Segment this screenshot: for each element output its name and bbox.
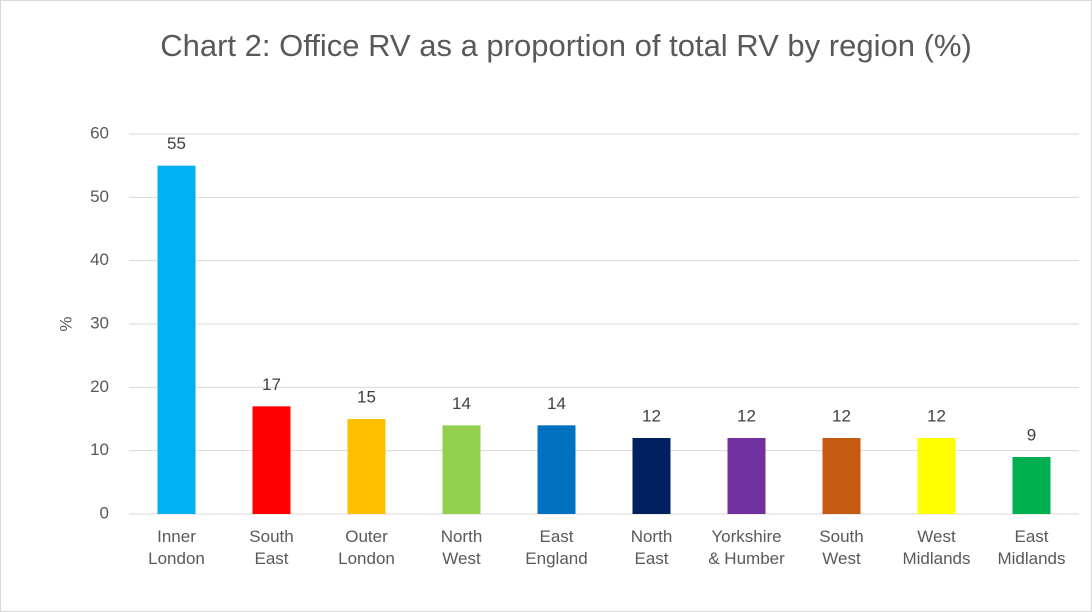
x-tick-label: Inner London: [148, 527, 205, 568]
bar: [442, 425, 481, 514]
data-label: 12: [642, 406, 661, 425]
y-tick-label: 50: [90, 187, 109, 206]
y-tick-label: 40: [90, 250, 109, 269]
bar: [1012, 457, 1051, 514]
y-tick-label: 10: [90, 440, 109, 459]
y-tick-label: 20: [90, 377, 109, 396]
chart-title: Chart 2: Office RV as a proportion of to…: [160, 28, 972, 63]
bar: [632, 438, 671, 514]
bar: [537, 425, 576, 514]
x-tick-label: Outer London: [338, 527, 395, 568]
data-label: 9: [1027, 425, 1036, 444]
data-label: 12: [737, 406, 756, 425]
data-label: 15: [357, 387, 376, 406]
y-tick-label: 60: [90, 123, 109, 142]
x-tick-label: North West: [440, 527, 483, 568]
data-label: 14: [547, 394, 566, 413]
x-tick-label: West Midlands: [902, 527, 971, 568]
bar: [917, 438, 956, 514]
bar: [252, 406, 291, 514]
data-label: 55: [167, 134, 186, 153]
data-label: 14: [452, 394, 471, 413]
bar: [727, 438, 766, 514]
x-tick-label: North East: [630, 527, 673, 568]
x-tick-label: East Midlands: [997, 527, 1066, 568]
data-label: 17: [262, 375, 281, 394]
y-tick-label: 30: [90, 313, 109, 332]
data-label: 12: [832, 406, 851, 425]
bar: [822, 438, 861, 514]
data-label: 12: [927, 406, 946, 425]
x-tick-label: East England: [525, 527, 588, 568]
bar: [347, 419, 386, 514]
x-tick-label: South West: [819, 527, 864, 568]
bar: [157, 165, 196, 514]
x-tick-label: South East: [249, 527, 294, 568]
y-axis-label: %: [56, 316, 75, 331]
x-tick-label: Yorkshire & Humber: [708, 527, 785, 568]
y-tick-label: 0: [100, 503, 109, 522]
